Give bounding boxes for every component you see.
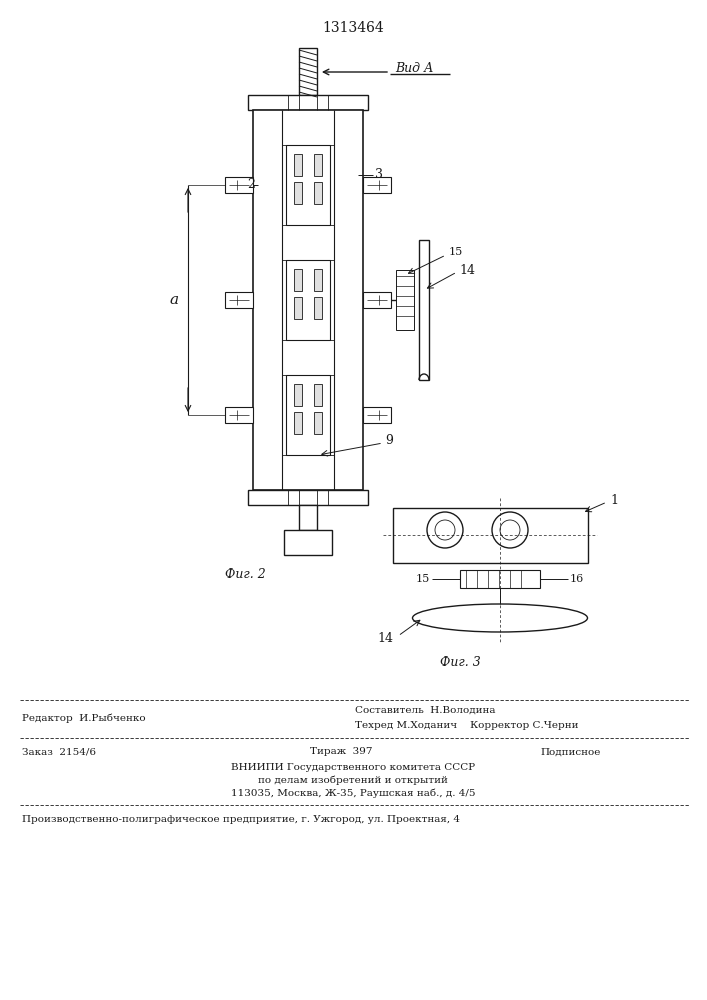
Bar bbox=[294, 297, 302, 319]
Text: Фиг. 2: Фиг. 2 bbox=[225, 568, 265, 582]
Bar bbox=[294, 412, 302, 434]
Text: 1: 1 bbox=[610, 493, 618, 506]
Text: Фиг. 3: Фиг. 3 bbox=[440, 656, 480, 670]
Text: Редактор  И.Рыбченко: Редактор И.Рыбченко bbox=[22, 713, 146, 723]
Text: 14: 14 bbox=[459, 263, 475, 276]
Text: по делам изобретений и открытий: по делам изобретений и открытий bbox=[258, 775, 448, 785]
Bar bbox=[363, 407, 391, 423]
Text: Производственно-полиграфическое предприятие, г. Ужгород, ул. Проектная, 4: Производственно-полиграфическое предприя… bbox=[22, 814, 460, 824]
Bar bbox=[314, 269, 322, 291]
Bar bbox=[248, 490, 368, 505]
Bar bbox=[314, 154, 322, 176]
Text: 2: 2 bbox=[247, 178, 255, 192]
Text: 15: 15 bbox=[416, 574, 430, 584]
Bar bbox=[294, 182, 302, 204]
Text: 1313464: 1313464 bbox=[322, 21, 384, 35]
Bar bbox=[253, 110, 363, 490]
Bar bbox=[294, 269, 302, 291]
Text: а: а bbox=[170, 293, 179, 307]
Bar bbox=[286, 375, 330, 455]
Bar bbox=[225, 407, 253, 423]
Text: ВНИИПИ Государственного комитета СССР: ВНИИПИ Государственного комитета СССР bbox=[231, 762, 475, 772]
Bar bbox=[460, 570, 540, 588]
Bar bbox=[284, 530, 332, 555]
Ellipse shape bbox=[412, 604, 588, 632]
Text: 14: 14 bbox=[377, 632, 393, 645]
Text: 16: 16 bbox=[570, 574, 584, 584]
Text: Тираж  397: Тираж 397 bbox=[310, 748, 373, 756]
Text: Техред М.Ходанич    Корректор С.Черни: Техред М.Ходанич Корректор С.Черни bbox=[355, 722, 578, 730]
Bar bbox=[314, 182, 322, 204]
Bar bbox=[419, 240, 429, 380]
Text: Подписное: Подписное bbox=[540, 748, 600, 756]
Bar bbox=[225, 292, 253, 308]
Text: Заказ  2154/6: Заказ 2154/6 bbox=[22, 748, 96, 756]
Bar bbox=[314, 384, 322, 406]
Bar bbox=[393, 508, 588, 563]
Bar bbox=[314, 297, 322, 319]
Text: 3: 3 bbox=[375, 168, 383, 182]
Text: Составитель  Н.Володина: Составитель Н.Володина bbox=[355, 706, 496, 714]
Text: 113035, Москва, Ж-35, Раушская наб., д. 4/5: 113035, Москва, Ж-35, Раушская наб., д. … bbox=[230, 788, 475, 798]
Bar bbox=[363, 177, 391, 193]
Bar bbox=[286, 145, 330, 225]
Bar bbox=[286, 260, 330, 340]
Bar bbox=[396, 270, 414, 330]
Text: 9: 9 bbox=[385, 434, 393, 446]
Text: 15: 15 bbox=[449, 247, 463, 257]
Text: Вид А: Вид А bbox=[395, 62, 433, 75]
Bar bbox=[314, 412, 322, 434]
Bar bbox=[363, 292, 391, 308]
Bar bbox=[299, 48, 317, 95]
Bar bbox=[248, 95, 368, 110]
Bar bbox=[225, 177, 253, 193]
Bar bbox=[299, 505, 317, 530]
Bar bbox=[294, 154, 302, 176]
Bar bbox=[294, 384, 302, 406]
